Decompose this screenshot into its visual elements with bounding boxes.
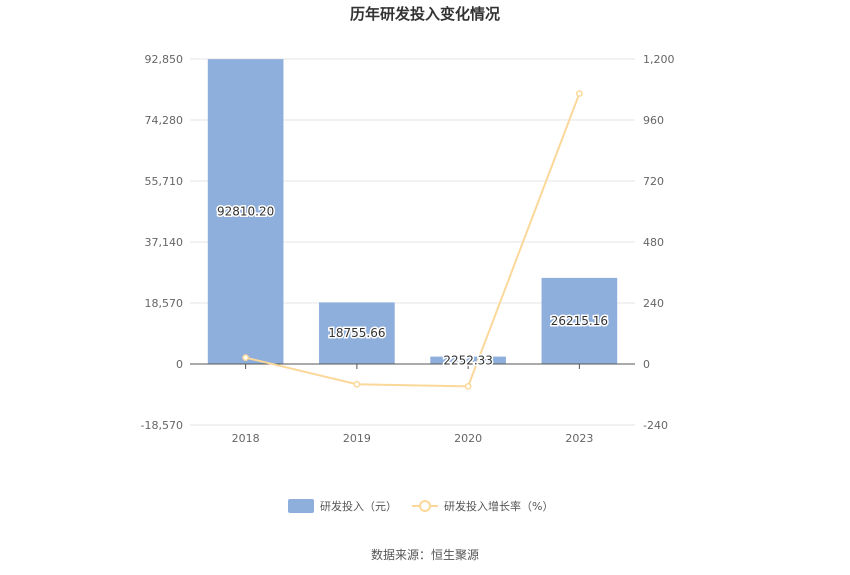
y-left-tick-label: 55,710 — [145, 175, 184, 188]
chart-title: 历年研发投入变化情况 — [350, 5, 500, 23]
y-right-tick-label: 720 — [643, 175, 664, 188]
legend-line-marker — [419, 500, 431, 512]
bar-series — [207, 59, 618, 364]
x-axis — [190, 363, 635, 369]
bar — [430, 356, 506, 364]
y-right-tick-label: 1,200 — [643, 53, 675, 66]
x-tick-label: 2020 — [454, 432, 482, 445]
line-point — [464, 383, 472, 390]
x-tick-label: 2019 — [343, 432, 371, 445]
bar-data-labels: 92810.20 18755.66 2252.33 26215.16 — [215, 203, 609, 369]
y-left-tick-label: 0 — [176, 358, 183, 371]
line-point — [353, 380, 361, 388]
legend-bar-swatch — [288, 499, 314, 513]
bar-value-label: 92810.20 — [217, 205, 274, 219]
y-right-tick-label: 960 — [643, 114, 664, 127]
y-left-tick-label: 74,280 — [145, 114, 184, 127]
y-left-tick-label: 18,570 — [145, 297, 184, 310]
growth-line — [245, 93, 581, 388]
x-tick-label: 2023 — [565, 432, 593, 445]
y-right-tick-label: -240 — [643, 419, 668, 432]
bar-value-label: 26215.16 — [551, 314, 608, 328]
legend: 研发投入（元） 研发投入增长率（%） — [288, 499, 553, 513]
line-point — [242, 354, 249, 361]
data-source: 数据来源：恒生聚源 — [371, 547, 479, 562]
y-left-axis: 92,850 74,280 55,710 37,140 18,570 0 -18,570 — [141, 53, 183, 432]
y-right-tick-label: 0 — [643, 358, 650, 371]
line-point — [576, 90, 583, 97]
x-tick-labels: 2018 2019 2020 2023 — [232, 432, 594, 445]
y-left-tick-label: 37,140 — [145, 236, 184, 249]
y-right-tick-label: 480 — [643, 236, 664, 249]
bar — [207, 59, 284, 364]
bar-value-label: 2252.33 — [443, 353, 493, 367]
legend-line-label: 研发投入增长率（%） — [444, 499, 553, 513]
y-left-tick-label: 92,850 — [145, 53, 184, 66]
y-right-axis: 1,200 960 720 480 240 0 -240 — [643, 53, 675, 432]
bar — [319, 302, 395, 364]
y-left-tick-label: -18,570 — [141, 419, 183, 432]
bar — [541, 277, 618, 364]
x-tick-label: 2018 — [232, 432, 260, 445]
legend-bar-label: 研发投入（元） — [320, 499, 397, 513]
line-series — [242, 90, 583, 390]
bar-value-label: 18755.66 — [328, 326, 385, 340]
y-right-tick-label: 240 — [643, 297, 664, 310]
